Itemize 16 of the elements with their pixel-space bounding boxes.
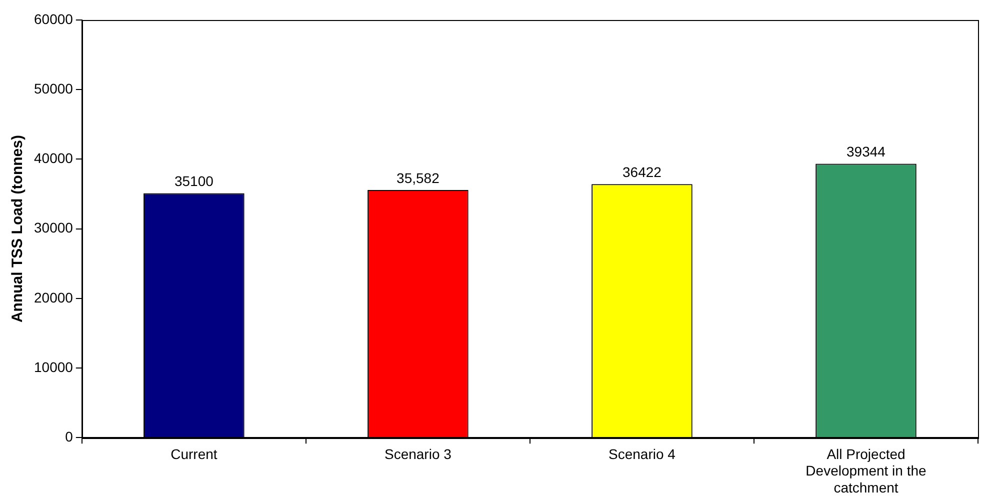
data-label: 36422: [622, 164, 662, 180]
data-label: 35,582: [396, 170, 440, 186]
x-tick-label: Scenario 4: [608, 446, 676, 462]
x-tick-label: All Projected Development in the catchment: [806, 446, 927, 496]
y-axis-title: Annual TSS Load (tonnes): [9, 135, 26, 323]
y-tick-label: 50000: [34, 80, 74, 96]
data-label: 39344: [846, 144, 886, 160]
x-tick-label: Scenario 3: [384, 446, 452, 462]
x-tick-label: Current: [170, 446, 218, 462]
data-label: 35100: [174, 173, 214, 190]
y-tick-label: 10000: [34, 358, 74, 375]
y-tick-label: 20000: [34, 289, 74, 306]
y-tick-label: 40000: [34, 150, 74, 166]
y-tick-label: 60000: [34, 10, 74, 27]
y-tick-label: 0: [65, 428, 74, 444]
y-tick-label: 30000: [34, 220, 74, 236]
